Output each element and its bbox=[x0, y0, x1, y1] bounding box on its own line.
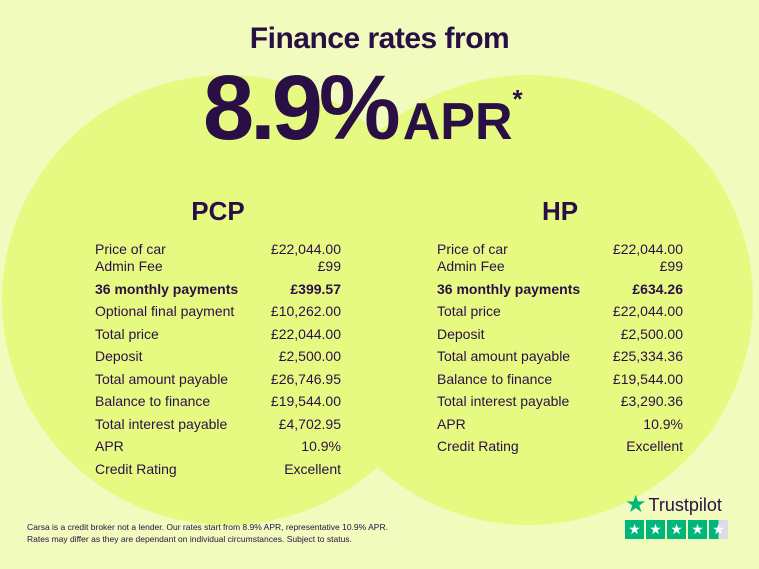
row-value: 10.9% bbox=[301, 438, 341, 454]
trustpilot-rating: ★ ★ ★ ★ ★ bbox=[625, 520, 728, 539]
row-label: APR bbox=[95, 438, 124, 454]
asterisk: * bbox=[512, 84, 523, 114]
star-icon: ★ bbox=[709, 520, 728, 539]
row-value: Excellent bbox=[284, 460, 341, 477]
trustpilot-logo: ★ Trustpilot bbox=[625, 491, 728, 518]
row-label: Balance to finance bbox=[437, 370, 553, 387]
row-value: £3,290.36 bbox=[620, 393, 683, 409]
trustpilot-badge: ★ Trustpilot ★ ★ ★ ★ ★ bbox=[625, 491, 728, 539]
table-row: Total amount payable £25,334.36 bbox=[437, 348, 683, 365]
row-label: 36 monthly payments bbox=[95, 280, 239, 297]
row-label: Deposit bbox=[437, 325, 485, 342]
row-label: Deposit bbox=[95, 348, 143, 364]
row-value: £26,746.95 bbox=[270, 370, 341, 387]
hp-title: HP bbox=[541, 196, 579, 226]
row-label: Price of car bbox=[437, 241, 508, 257]
row-value: £2,500.00 bbox=[278, 348, 341, 364]
row-label: Total interest payable bbox=[95, 415, 228, 432]
row-label: Total interest payable bbox=[437, 393, 570, 409]
headline: Finance rates from bbox=[249, 22, 510, 55]
row-value: £10,262.00 bbox=[270, 303, 341, 319]
row-value: Excellent bbox=[626, 438, 683, 454]
row-value: 10.9% bbox=[643, 415, 683, 432]
table-row: Balance to finance £19,544.00 bbox=[95, 393, 341, 410]
table-row: Optional final payment £10,262.00 bbox=[95, 303, 341, 320]
row-label: Credit Rating bbox=[95, 460, 177, 477]
table-row: Deposit £2,500.00 bbox=[437, 326, 683, 343]
star-icon: ★ bbox=[646, 520, 665, 539]
row-label: Optional final payment bbox=[95, 303, 235, 319]
row-label: Total amount payable bbox=[95, 370, 229, 387]
table-row: Total amount payable £26,746.95 bbox=[95, 371, 341, 388]
row-value: £399.57 bbox=[290, 280, 341, 297]
pcp-title: PCP bbox=[191, 196, 245, 226]
row-label: APR bbox=[437, 415, 466, 432]
row-value: £22,044.00 bbox=[612, 303, 683, 319]
trustpilot-name: Trustpilot bbox=[648, 494, 722, 515]
row-value: £25,334.36 bbox=[612, 348, 683, 364]
row-label: 36 monthly payments bbox=[437, 280, 581, 297]
disclaimer: Carsa is a credit broker not a lender. O… bbox=[27, 521, 388, 545]
row-label: Admin Fee bbox=[437, 258, 505, 274]
disclaimer-line: Rates may differ as they are dependant o… bbox=[27, 534, 352, 544]
row-label: Admin Fee bbox=[95, 258, 163, 274]
hp-table: HP Price of car £22,044.00 Admin Fee £99 36 … bbox=[437, 196, 683, 455]
table-row: Total price £22,044.00 bbox=[437, 303, 683, 320]
table-row: Total interest payable £4,702.95 bbox=[95, 416, 341, 433]
rate-value: 8.9% bbox=[203, 57, 401, 159]
disclaimer-line: Carsa is a credit broker not a lender. O… bbox=[27, 522, 388, 532]
table-row: APR 10.9% bbox=[95, 438, 341, 455]
row-label: Price of car bbox=[95, 241, 166, 257]
star-icon: ★ bbox=[667, 520, 686, 539]
table-row: Admin Fee £99 bbox=[95, 258, 341, 275]
row-value: £22,044.00 bbox=[270, 241, 341, 257]
row-value: £4,702.95 bbox=[278, 415, 341, 432]
rate-suffix: APR bbox=[402, 93, 513, 151]
table-row: 36 monthly payments £634.26 bbox=[437, 281, 683, 298]
row-value: £99 bbox=[317, 258, 341, 274]
row-value: £99 bbox=[659, 258, 683, 274]
table-row: Balance to finance £19,544.00 bbox=[437, 371, 683, 388]
star-icon: ★ bbox=[625, 520, 644, 539]
row-value: £634.26 bbox=[632, 280, 683, 297]
row-label: Balance to finance bbox=[95, 393, 211, 409]
table-row: Total interest payable £3,290.36 bbox=[437, 393, 683, 410]
row-value: £19,544.00 bbox=[612, 370, 683, 387]
table-row: 36 monthly payments £399.57 bbox=[95, 281, 341, 298]
pcp-table: PCP Price of car £22,044.00 Admin Fee £99 36… bbox=[95, 196, 341, 478]
rate-display: 8.9% APR * bbox=[203, 62, 523, 154]
table-row: Credit Rating Excellent bbox=[95, 461, 341, 478]
table-row: Credit Rating Excellent bbox=[437, 438, 683, 455]
table-row: Price of car £22,044.00 bbox=[437, 241, 683, 258]
background-circle-right bbox=[303, 75, 753, 525]
row-value: £19,544.00 bbox=[270, 393, 341, 409]
star-icon: ★ bbox=[688, 520, 707, 539]
table-row: Admin Fee £99 bbox=[437, 258, 683, 275]
row-value: £22,044.00 bbox=[270, 325, 341, 342]
row-label: Total amount payable bbox=[437, 348, 571, 364]
row-label: Total price bbox=[95, 325, 159, 342]
row-label: Total price bbox=[437, 303, 501, 319]
table-row: Total price £22,044.00 bbox=[95, 326, 341, 343]
table-row: Deposit £2,500.00 bbox=[95, 348, 341, 365]
star-icon: ★ bbox=[625, 491, 647, 518]
table-row: Price of car £22,044.00 bbox=[95, 241, 341, 258]
table-row: APR 10.9% bbox=[437, 416, 683, 433]
row-value: £2,500.00 bbox=[620, 325, 683, 342]
row-value: £22,044.00 bbox=[612, 241, 683, 257]
row-label: Credit Rating bbox=[437, 438, 519, 454]
